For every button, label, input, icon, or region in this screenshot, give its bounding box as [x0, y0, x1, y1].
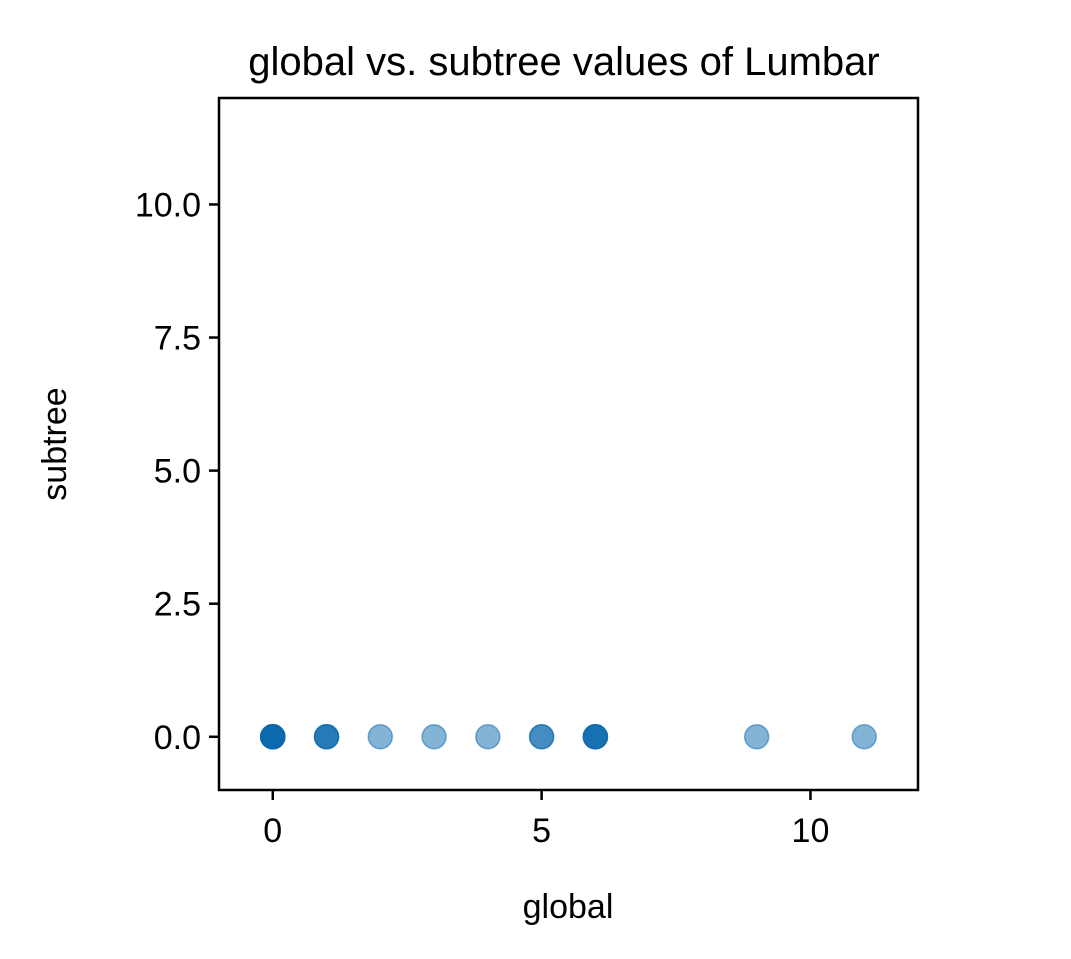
y-tick-label: 5.0 [154, 453, 201, 491]
data-point-8 [851, 724, 877, 750]
chart-title: global vs. subtree values of Lumbar [248, 40, 879, 84]
data-point-1-2 [313, 724, 340, 750]
data-point-5-1 [528, 724, 555, 750]
y-tick-label: 0.0 [154, 719, 201, 757]
data-point-4 [475, 724, 501, 750]
data-point-6-3 [582, 724, 609, 750]
data-point-7 [743, 724, 770, 750]
data-point-0-5 [260, 724, 286, 750]
y-tick-label: 10.0 [135, 186, 201, 224]
y-tick-label: 2.5 [154, 586, 201, 624]
y-tick-label: 7.5 [154, 320, 201, 358]
x-tick-label: 0 [263, 812, 282, 850]
x-tick-label: 5 [532, 812, 551, 850]
x-axis-ticks: 0 5 10 [263, 790, 829, 850]
y-axis-label: subtree [36, 387, 74, 500]
data-point-3 [421, 724, 447, 750]
data-point-2 [367, 724, 394, 750]
x-axis-label: global [523, 888, 614, 926]
y-axis-ticks: 0.0 2.5 5.0 7.5 10.0 [135, 186, 219, 757]
x-tick-label: 10 [792, 812, 830, 850]
data-points [260, 724, 877, 750]
plot-area [217, 96, 920, 792]
